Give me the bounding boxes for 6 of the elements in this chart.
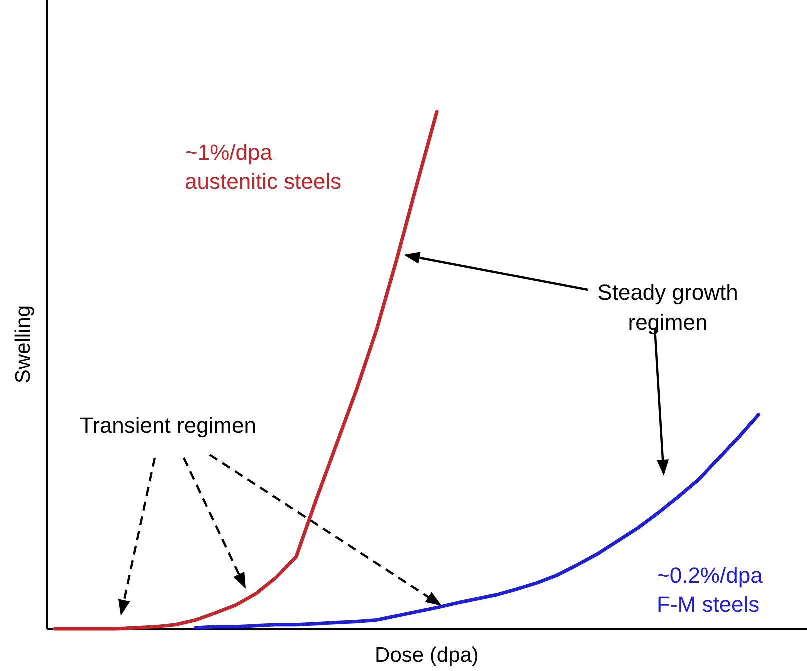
text: ~1%/dpa austenitic steels bbox=[185, 140, 342, 194]
y-axis-title: Swelling bbox=[12, 305, 35, 384]
annotation: Steady growth regimen bbox=[598, 280, 738, 335]
series-label: ~0.2%/dpa F-M steels bbox=[657, 563, 764, 617]
x-axis-title: Dose (dpa) bbox=[375, 644, 479, 667]
annotation: Transient regimen bbox=[80, 413, 256, 438]
